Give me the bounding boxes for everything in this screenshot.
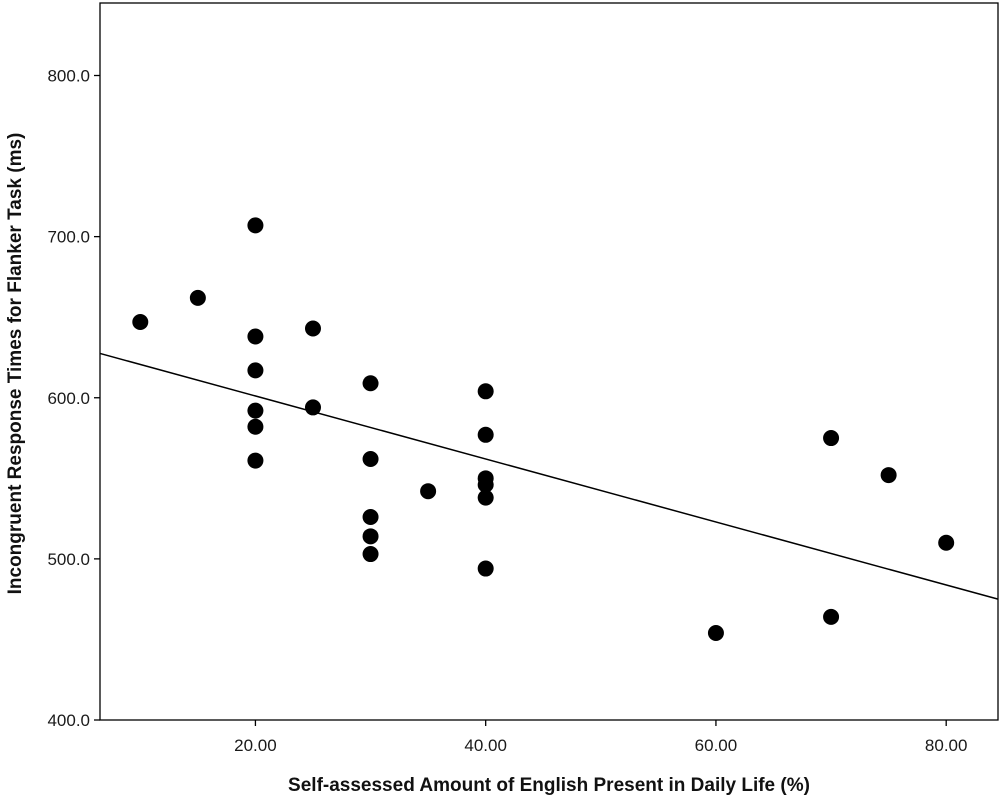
fit-line [99,352,999,600]
x-tick-label: 80.00 [925,736,968,755]
y-tick-label: 700.0 [47,228,90,247]
data-point [189,289,206,306]
data-point [304,399,321,416]
data-point [477,383,494,400]
data-point [477,560,494,577]
data-point [477,426,494,443]
x-axis-title: Self-assessed Amount of English Present … [288,775,810,796]
data-point [362,546,379,563]
data-point [247,402,264,419]
data-point [247,452,264,469]
data-point [132,314,149,331]
data-point [707,624,724,641]
data-point [420,483,437,500]
data-point [362,508,379,525]
data-point [477,476,494,493]
data-point [362,375,379,392]
y-axis-title: Incongruent Response Times for Flanker T… [5,133,26,595]
data-point [362,528,379,545]
x-tick-label: 60.00 [695,736,738,755]
y-tick-label: 800.0 [47,67,90,86]
data-point [477,489,494,506]
data-point [880,467,897,484]
data-point [823,608,840,625]
x-tick-label: 40.00 [464,736,507,755]
data-point [823,430,840,447]
plot-frame [99,2,999,721]
data-point [362,450,379,467]
data-point [247,418,264,435]
y-tick-label: 600.0 [47,389,90,408]
y-tick-label: 500.0 [47,550,90,569]
data-point [247,362,264,379]
data-point [247,217,264,234]
data-point [938,534,955,551]
x-tick-label: 20.00 [234,736,277,755]
data-point [304,320,321,337]
data-point [247,328,264,345]
y-tick-label: 400.0 [47,711,90,730]
